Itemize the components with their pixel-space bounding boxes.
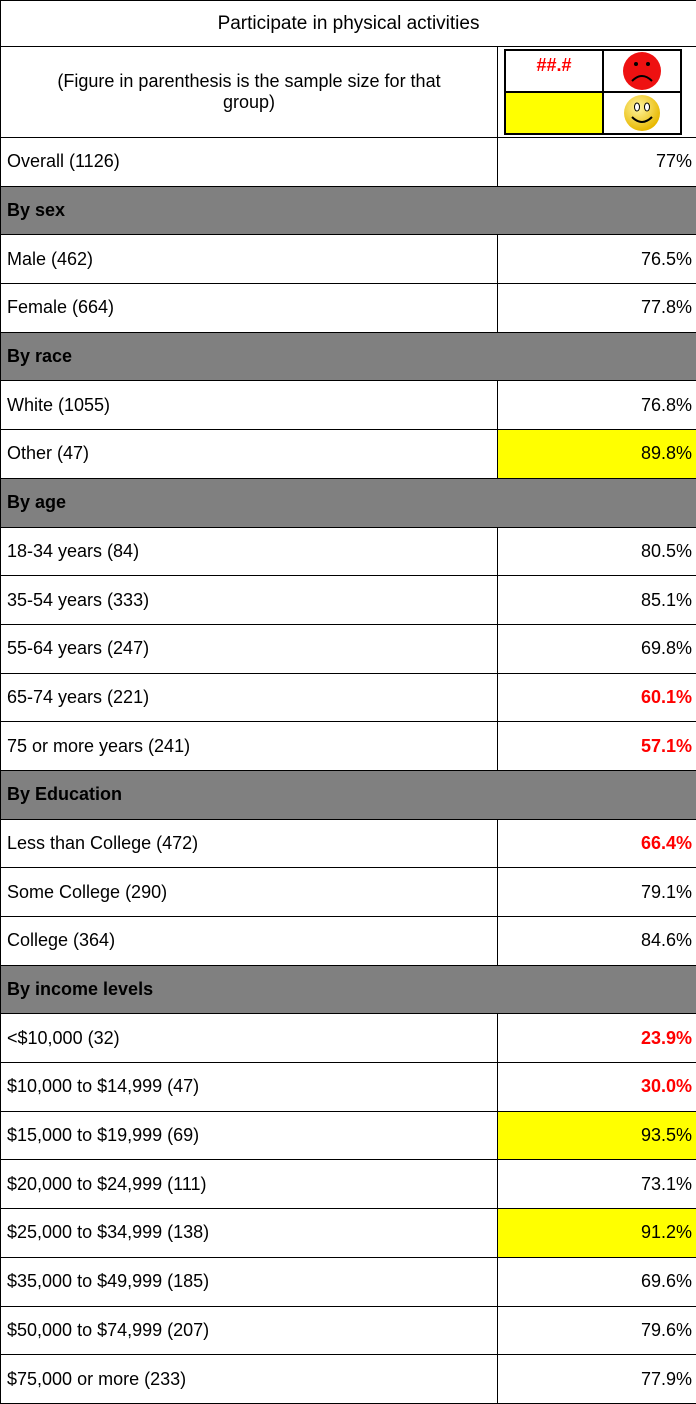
row-label: $15,000 to $19,999 (69) [0,1110,498,1161]
table-row: 65-74 years (221) 60.1% [0,672,696,723]
table-row: Overall (1126) 77% [0,137,696,187]
row-label: 75 or more years (241) [0,721,498,771]
table-row: By Education [0,769,696,820]
row-value: 76.5% [496,234,696,285]
section-header: By Education [0,769,696,820]
table-row: $25,000 to $34,999 (138) 91.2% [0,1208,696,1258]
high-value-swatch [505,92,603,134]
section-header: By income levels [0,964,696,1015]
happy-face [603,92,681,134]
row-label: 65-74 years (221) [0,672,498,723]
row-value: 85.1% [496,575,696,625]
row-label: $35,000 to $49,999 (185) [0,1256,498,1307]
row-value: 89.8% [496,429,696,479]
table-row: 75 or more years (241) 57.1% [0,721,696,771]
table-row: Male (462) 76.5% [0,234,696,285]
legend-key: ##.# [504,49,682,135]
row-label: 55-64 years (247) [0,623,498,674]
row-label: <$10,000 (32) [0,1013,498,1064]
row-label: Less than College (472) [0,818,498,869]
table-row: $75,000 or more (233) 77.9% [0,1354,696,1404]
row-value: 66.4% [496,818,696,869]
row-value: 91.2% [496,1208,696,1258]
section-header: By sex [0,185,696,236]
row-value: 80.5% [496,526,696,577]
table-title: Participate in physical activities [0,0,696,47]
table-row: $50,000 to $74,999 (207) 79.6% [0,1305,696,1356]
table-row: Female (664) 77.8% [0,283,696,333]
row-value: 69.8% [496,623,696,674]
row-label: Some College (290) [0,867,498,917]
row-label: Male (462) [0,234,498,285]
row-value: 60.1% [496,672,696,723]
row-label: Other (47) [0,429,498,479]
row-value: 76.8% [496,380,696,431]
row-value: 77.8% [496,283,696,333]
table-row: By sex [0,185,696,236]
legend-note: (Figure in parenthesis is the sample siz… [0,46,498,138]
table-row: 35-54 years (333) 85.1% [0,575,696,625]
table-row: Some College (290) 79.1% [0,867,696,917]
table-row: 18-34 years (84) 80.5% [0,526,696,577]
row-value: 79.1% [496,867,696,917]
row-value: 79.6% [496,1305,696,1356]
row-label: $10,000 to $14,999 (47) [0,1062,498,1112]
table-row: By age [0,477,696,528]
section-header: By age [0,477,696,528]
row-value: 77.9% [496,1354,696,1404]
row-label: Overall (1126) [0,137,498,187]
row-value: 84.6% [496,916,696,966]
row-label: $75,000 or more (233) [0,1354,498,1404]
table-row: By income levels [0,964,696,1015]
row-value: 77% [496,137,696,187]
row-value: 23.9% [496,1013,696,1064]
low-sample-label: ##.# [505,50,603,92]
row-label: $50,000 to $74,999 (207) [0,1305,498,1356]
row-label: White (1055) [0,380,498,431]
table-row: Less than College (472) 66.4% [0,818,696,869]
table-row: White (1055) 76.8% [0,380,696,431]
table-row: <$10,000 (32) 23.9% [0,1013,696,1064]
row-value: 73.1% [496,1159,696,1210]
row-label: $25,000 to $34,999 (138) [0,1208,498,1258]
row-label: College (364) [0,916,498,966]
table-row: $10,000 to $14,999 (47) 30.0% [0,1062,696,1112]
table-row: $20,000 to $24,999 (111) 73.1% [0,1159,696,1210]
row-label: $20,000 to $24,999 (111) [0,1159,498,1210]
row-value: 69.6% [496,1256,696,1307]
table-row: 55-64 years (247) 69.8% [0,623,696,674]
row-label: 18-34 years (84) [0,526,498,577]
row-label: 35-54 years (333) [0,575,498,625]
table-row: Other (47) 89.8% [0,429,696,479]
row-label: Female (664) [0,283,498,333]
table-row: College (364) 84.6% [0,916,696,966]
sad-face [603,50,681,92]
table-row: $15,000 to $19,999 (69) 93.5% [0,1110,696,1161]
row-value: 57.1% [496,721,696,771]
section-header: By race [0,331,696,382]
row-value: 30.0% [496,1062,696,1112]
table-row: By race [0,331,696,382]
table-row: $35,000 to $49,999 (185) 69.6% [0,1256,696,1307]
row-value: 93.5% [496,1110,696,1161]
